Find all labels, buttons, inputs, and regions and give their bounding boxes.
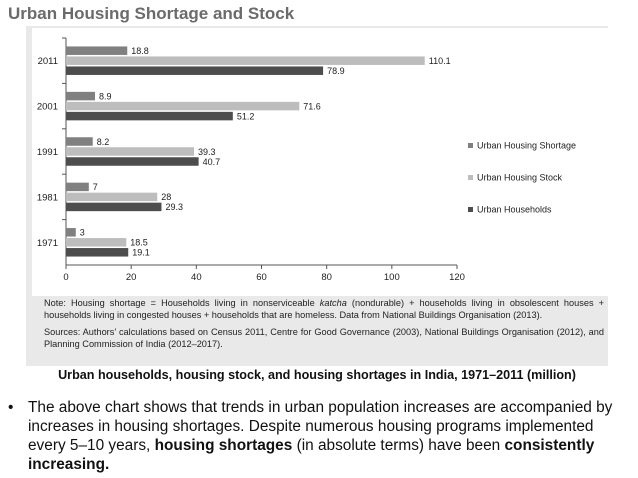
note-italic-term: katcha <box>319 298 347 308</box>
legend-label: Urban Households <box>477 205 552 215</box>
bullet-bold-shortages: housing shortages <box>154 437 293 454</box>
note-text-start: Note: Housing shortage = Households livi… <box>44 298 320 308</box>
bar-value-label: 18.8 <box>131 46 149 56</box>
bar <box>66 238 127 247</box>
x-tick-label: 80 <box>321 272 332 283</box>
bar-value-label: 78.9 <box>327 66 345 76</box>
bar-value-label: 39.3 <box>198 147 216 157</box>
x-tick-label: 0 <box>63 272 68 283</box>
bullet-text-part2: (in absolute terms) have been <box>292 437 505 454</box>
bar <box>66 147 195 156</box>
x-tick-label: 100 <box>384 272 400 283</box>
bar-value-label: 28 <box>161 192 171 202</box>
figure-panel: 0 20 40 60 80 100 120 2011 18.8 110.1 78.9 2001 8.9 7… <box>26 26 608 366</box>
bar <box>66 46 128 55</box>
chart-caption: Urban households, housing stock, and hou… <box>58 368 576 382</box>
bar <box>66 137 93 146</box>
x-tick-label: 20 <box>126 272 137 283</box>
bar-chart: 0 20 40 60 80 100 120 2011 18.8 110.1 78.9 2001 8.9 7… <box>37 37 576 283</box>
bullet-text: The above chart shows that trends in urb… <box>28 398 624 474</box>
y-category-label: 1991 <box>37 147 58 158</box>
chart-notes: Note: Housing shortage = Households livi… <box>44 298 604 356</box>
bar <box>66 56 425 65</box>
bar-value-label: 7 <box>93 182 98 192</box>
slide-title: Urban Housing Shortage and Stock <box>8 4 295 23</box>
y-category-label: 1971 <box>37 238 58 249</box>
bar-value-label: 3 <box>80 228 85 238</box>
bar-value-label: 40.7 <box>203 157 221 167</box>
bar-value-label: 19.1 <box>132 248 150 258</box>
note-paragraph: Note: Housing shortage = Households livi… <box>44 298 604 321</box>
bullet-bold-increasing: consistently increasing. <box>28 437 595 473</box>
legend-label: Urban Housing Stock <box>477 173 563 183</box>
bar <box>66 182 89 192</box>
bar <box>66 228 76 237</box>
bar-value-label: 110.1 <box>429 56 451 66</box>
bar-value-label: 8.9 <box>99 91 112 101</box>
bar <box>66 111 233 121</box>
bar <box>66 101 300 111</box>
legend-swatch <box>468 207 473 212</box>
bar-value-label: 51.2 <box>237 111 255 121</box>
bullet-text-part1: The above chart shows that trends in urb… <box>28 399 613 454</box>
sources-paragraph: Sources: Authors’ calculations based on … <box>44 327 604 349</box>
bar <box>66 91 95 101</box>
chart-area: 0 20 40 60 80 100 120 2011 18.8 110.1 78.9 2001 8.9 7… <box>32 28 608 296</box>
x-tick-label: 120 <box>449 272 465 283</box>
x-tick-label: 60 <box>256 272 267 283</box>
bar <box>66 202 162 212</box>
y-category-label: 2011 <box>38 56 58 67</box>
legend-swatch <box>468 143 473 148</box>
legend-label: Urban Housing Shortage <box>477 141 576 151</box>
bar-value-label: 29.3 <box>165 202 183 212</box>
bar <box>66 192 158 202</box>
note-text-end: (nondurable) + households living in obso… <box>44 298 604 320</box>
bar <box>66 66 324 75</box>
bullet-symbol: • <box>8 399 14 416</box>
y-category-label: 1981 <box>37 192 58 203</box>
bar-value-label: 71.6 <box>303 101 321 111</box>
legend-swatch <box>468 175 473 180</box>
bar-value-label: 18.5 <box>130 238 148 248</box>
y-category-label: 2001 <box>37 102 58 113</box>
x-tick-label: 40 <box>191 272 202 283</box>
bar <box>66 248 129 257</box>
bar <box>66 157 199 166</box>
bar-value-label: 8.2 <box>97 137 110 147</box>
